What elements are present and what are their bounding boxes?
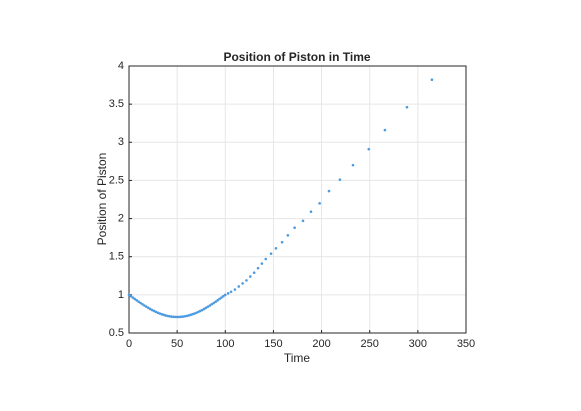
point: [179, 315, 183, 319]
point: [256, 266, 260, 270]
point: [173, 315, 177, 319]
point: [170, 315, 173, 318]
point: [183, 314, 187, 318]
point: [206, 305, 210, 308]
point: [280, 240, 284, 244]
point: [233, 288, 237, 291]
point: [200, 308, 204, 312]
point: [154, 310, 158, 314]
point: [269, 252, 273, 255]
point: [152, 309, 156, 313]
point: [318, 202, 321, 205]
point: [286, 234, 290, 237]
point: [197, 310, 200, 314]
point: [216, 299, 219, 302]
point: [327, 189, 331, 193]
point: [175, 315, 179, 319]
point: [226, 292, 230, 295]
x-tick-label: 200: [312, 338, 330, 350]
point: [293, 226, 296, 230]
point: [150, 308, 154, 312]
y-tick-label: 2.5: [109, 174, 124, 186]
point: [135, 299, 139, 302]
point: [143, 304, 146, 307]
point: [145, 305, 148, 308]
point: [212, 301, 216, 305]
point: [181, 315, 185, 318]
point: [218, 297, 221, 301]
point: [430, 78, 434, 82]
x-axis-label: Time: [284, 351, 311, 365]
x-tick-label: 100: [216, 338, 234, 350]
x-tick-label: 0: [126, 338, 132, 350]
point: [198, 309, 202, 313]
point: [168, 314, 171, 318]
axes-box: [128, 65, 467, 334]
point: [171, 315, 175, 319]
x-tick-label: 350: [457, 338, 475, 350]
y-tick-label: 0.5: [109, 327, 124, 339]
point: [146, 306, 150, 310]
point: [133, 297, 137, 301]
point: [202, 307, 206, 311]
y-axis-label: Position of Piston: [95, 153, 109, 246]
point: [222, 294, 225, 298]
point: [137, 300, 140, 304]
y-tick-label: 2: [118, 212, 124, 224]
point: [309, 210, 313, 214]
y-tick-label: 1: [118, 289, 124, 301]
point: [141, 302, 144, 306]
point: [245, 279, 248, 282]
point: [220, 296, 223, 299]
y-tick-label: 3.5: [109, 98, 124, 110]
point: [129, 294, 133, 298]
point: [127, 293, 131, 297]
point: [237, 285, 241, 288]
point: [148, 307, 152, 311]
point: [274, 247, 278, 250]
point: [301, 219, 305, 223]
x-tick-label: 300: [409, 338, 427, 350]
point: [351, 163, 355, 167]
point: [139, 301, 142, 305]
y-tick-label: 4: [118, 60, 124, 72]
point: [338, 178, 342, 181]
point: [405, 105, 409, 109]
point: [249, 275, 252, 278]
point: [383, 128, 387, 132]
point: [229, 290, 233, 294]
point: [264, 257, 268, 261]
point: [223, 293, 227, 297]
point: [252, 271, 256, 275]
x-tick-label: 50: [171, 338, 183, 350]
point: [214, 300, 217, 304]
point: [195, 311, 198, 315]
point: [166, 314, 169, 318]
point: [210, 302, 214, 306]
point: [367, 147, 371, 151]
point: [177, 315, 181, 319]
x-tick-label: 250: [361, 338, 379, 350]
chart-title: Position of Piston in Time: [223, 50, 370, 64]
point: [204, 306, 208, 310]
x-tick-label: 150: [264, 338, 282, 350]
point: [260, 262, 264, 265]
y-tick-label: 1.5: [109, 251, 124, 263]
y-tick-label: 3: [118, 136, 124, 148]
point: [131, 296, 135, 299]
point: [208, 304, 212, 307]
point: [241, 282, 244, 285]
